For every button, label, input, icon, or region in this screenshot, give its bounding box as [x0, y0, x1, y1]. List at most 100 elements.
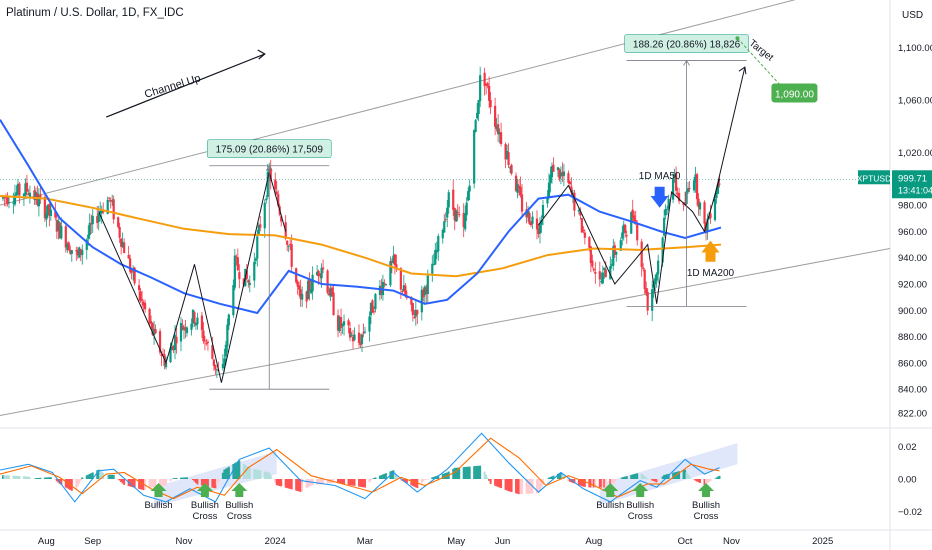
macd-histogram-bar — [34, 478, 37, 479]
macd-histogram-bar — [340, 479, 343, 484]
macd-histogram-bar — [194, 479, 197, 483]
candle-body — [194, 323, 198, 326]
candle-body — [247, 280, 250, 283]
macd-tick-label: 0.00 — [898, 475, 917, 486]
price-tick-label: 900.00 — [898, 306, 927, 317]
macd-histogram-bar — [347, 479, 350, 485]
candle-body — [206, 341, 210, 343]
macd-histogram-bar — [118, 479, 121, 481]
macd-histogram-bar — [64, 479, 67, 488]
macd-histogram-bar — [33, 478, 36, 479]
candle-body — [598, 271, 601, 280]
bullish-cross-label: Cross — [227, 511, 252, 522]
candle-body — [709, 213, 712, 219]
macd-histogram-bar — [552, 475, 555, 479]
macd-histogram-bar — [350, 479, 353, 486]
macd-histogram-bar — [352, 479, 355, 486]
candle-body — [483, 72, 486, 87]
candle-body — [634, 220, 637, 222]
candle-body — [232, 285, 235, 316]
candle-body — [390, 261, 393, 263]
macd-histogram-bar — [66, 479, 69, 489]
candle-body — [688, 187, 691, 189]
candle-body — [592, 268, 595, 271]
macd-histogram-bar — [233, 463, 236, 479]
candle-body — [625, 235, 628, 237]
macd-histogram-bar — [582, 479, 585, 487]
candle-body — [549, 174, 552, 183]
channel-up-label: Channel Up — [143, 72, 202, 100]
macd-histogram-bar — [349, 479, 352, 486]
candle-body — [97, 213, 100, 223]
macd-histogram-bar — [613, 479, 616, 483]
macd-histogram-bar — [99, 470, 102, 479]
candle-body — [410, 297, 413, 305]
candle-body — [531, 216, 534, 224]
candle-body — [295, 268, 298, 283]
macd-histogram-bar — [476, 465, 479, 479]
candle-body — [274, 179, 277, 190]
macd-histogram-bar — [284, 479, 287, 488]
macd-histogram-bar — [148, 479, 151, 489]
candle-body — [277, 194, 280, 206]
candle-body — [36, 193, 39, 206]
candle-body — [704, 222, 708, 234]
macd-histogram-bar — [123, 479, 126, 485]
candle-body — [538, 224, 542, 234]
macd-histogram-bar — [317, 479, 320, 485]
candle-body — [87, 234, 90, 239]
macd-histogram-bar — [308, 479, 311, 487]
candle-body — [330, 287, 334, 296]
ma200-line — [0, 195, 722, 278]
candle-body — [256, 236, 259, 259]
macd-histogram-bar — [88, 473, 91, 479]
macd-histogram-bar — [54, 479, 57, 480]
macd-histogram-bar — [405, 479, 408, 484]
macd-histogram-bar — [87, 474, 90, 479]
candle-body — [615, 251, 618, 255]
candle-body — [321, 267, 325, 270]
candle-body — [79, 249, 82, 255]
candle-body — [22, 193, 26, 197]
macd-histogram-bar — [257, 470, 260, 479]
candle-body — [121, 241, 124, 247]
candle-body — [69, 249, 72, 254]
macd-histogram-bar — [404, 479, 407, 483]
macd-histogram-bar — [699, 479, 702, 483]
channel-upper-line — [0, 0, 796, 206]
candle-body — [99, 210, 102, 214]
macd-histogram-bar — [328, 479, 331, 484]
candle-body — [233, 255, 236, 288]
time-tick-label: 2024 — [265, 536, 286, 547]
macd-histogram-bar — [278, 479, 281, 486]
candle-body — [435, 249, 438, 253]
macd-histogram-bar — [263, 471, 266, 479]
macd-histogram-bar — [362, 479, 365, 488]
macd-histogram-bar — [494, 479, 497, 486]
candle-body — [489, 100, 492, 108]
candle-body — [266, 171, 269, 197]
macd-histogram-bar — [120, 479, 123, 482]
candle-body — [226, 324, 229, 347]
candle-body — [111, 200, 114, 202]
macd-histogram-bar — [646, 478, 649, 480]
macd-histogram-bar — [322, 479, 325, 484]
projection-line — [713, 67, 746, 202]
candle-body — [510, 164, 513, 174]
candle-body — [497, 124, 500, 135]
macd-histogram-bar — [341, 479, 344, 484]
last-price-badge — [892, 170, 932, 199]
macd-histogram-bar — [378, 475, 381, 479]
bullish-cross-label: Cross — [694, 511, 719, 522]
candle-body — [612, 246, 615, 266]
macd-histogram-bar — [91, 472, 94, 479]
candle-body — [452, 189, 455, 210]
macd-histogram-bar — [657, 479, 660, 481]
candle-body — [550, 166, 554, 178]
candle-body — [342, 321, 346, 326]
macd-histogram-bar — [603, 479, 606, 488]
candle-body — [434, 249, 437, 265]
candle-body — [579, 211, 582, 216]
macd-histogram-bar — [694, 479, 697, 481]
macd-histogram-bar — [458, 467, 461, 479]
